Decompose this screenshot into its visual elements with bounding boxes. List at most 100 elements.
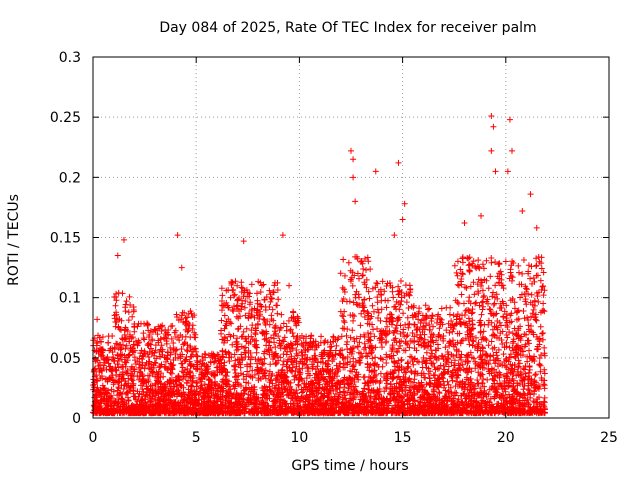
data-point	[340, 388, 347, 395]
data-point	[302, 339, 309, 346]
data-point	[98, 397, 105, 404]
data-point	[116, 326, 123, 333]
data-point	[132, 396, 139, 403]
data-point	[374, 294, 381, 301]
data-point	[402, 369, 409, 376]
data-point	[382, 384, 389, 391]
data-point	[136, 355, 143, 362]
data-point	[157, 353, 164, 360]
data-point	[349, 327, 356, 334]
data-point	[361, 373, 368, 380]
data-point	[340, 256, 347, 263]
data-point	[158, 342, 165, 349]
data-point	[255, 408, 262, 415]
data-point	[396, 306, 403, 313]
data-point	[222, 410, 229, 417]
data-point	[285, 317, 292, 324]
data-point	[221, 325, 228, 332]
data-point	[438, 352, 445, 359]
data-point	[113, 340, 120, 347]
data-point	[354, 389, 361, 396]
data-point	[239, 285, 246, 292]
data-point	[273, 375, 280, 382]
data-point	[274, 279, 281, 286]
data-point	[200, 408, 207, 415]
data-point	[289, 389, 296, 396]
data-point	[378, 297, 385, 304]
data-point	[401, 379, 408, 386]
data-point	[356, 349, 363, 356]
data-point	[301, 380, 308, 387]
data-point	[138, 356, 145, 363]
data-point	[381, 399, 388, 406]
data-point	[404, 364, 411, 371]
data-point	[408, 369, 415, 376]
data-point	[366, 295, 373, 302]
data-point	[411, 338, 418, 345]
data-point	[364, 353, 371, 360]
data-point	[167, 344, 174, 351]
chart-title: Day 084 of 2025, Rate Of TEC Index for r…	[159, 20, 536, 36]
data-point	[96, 410, 103, 417]
data-point	[99, 349, 106, 356]
data-point	[189, 325, 196, 332]
data-point	[415, 341, 422, 348]
data-point	[397, 301, 404, 308]
data-point	[272, 322, 279, 329]
data-point	[210, 359, 217, 366]
data-point	[115, 289, 122, 296]
data-point	[229, 279, 236, 286]
data-point	[125, 317, 132, 324]
data-point	[381, 288, 388, 295]
data-point	[341, 319, 348, 326]
data-point	[100, 355, 107, 362]
data-point	[472, 365, 479, 372]
data-point	[225, 393, 232, 400]
data-point	[315, 389, 322, 396]
data-point	[469, 260, 476, 267]
data-point	[372, 354, 379, 361]
data-point	[332, 369, 339, 376]
data-point	[232, 357, 239, 364]
data-point	[373, 389, 380, 396]
data-point	[145, 321, 152, 328]
data-point	[136, 339, 143, 346]
data-point	[222, 372, 229, 379]
data-point	[100, 362, 107, 369]
data-point	[442, 387, 449, 394]
data-point	[352, 401, 359, 408]
data-point	[338, 333, 345, 340]
data-point	[489, 289, 496, 296]
data-point	[119, 398, 126, 405]
data-point	[183, 356, 190, 363]
data-point	[202, 351, 209, 358]
data-point	[377, 355, 384, 362]
data-point	[144, 351, 151, 358]
data-point	[316, 381, 323, 388]
data-point	[252, 400, 259, 407]
data-point	[423, 381, 430, 388]
data-point	[170, 340, 177, 347]
data-point	[439, 321, 446, 328]
data-point	[357, 322, 364, 329]
data-point	[297, 403, 304, 410]
data-point	[203, 364, 210, 371]
data-point	[416, 382, 423, 389]
data-point	[370, 387, 377, 394]
data-point	[411, 311, 418, 318]
data-point	[116, 316, 123, 323]
data-point	[121, 327, 128, 334]
data-point	[394, 374, 401, 381]
data-point	[403, 340, 410, 347]
data-point	[409, 330, 416, 337]
data-point	[226, 358, 233, 365]
data-point	[374, 280, 381, 287]
data-point	[222, 393, 229, 400]
data-point	[330, 338, 337, 345]
data-point	[140, 330, 147, 337]
data-point	[362, 406, 369, 413]
data-point	[438, 398, 445, 405]
data-point	[392, 327, 399, 334]
data-point	[272, 360, 279, 367]
data-point	[433, 407, 440, 414]
